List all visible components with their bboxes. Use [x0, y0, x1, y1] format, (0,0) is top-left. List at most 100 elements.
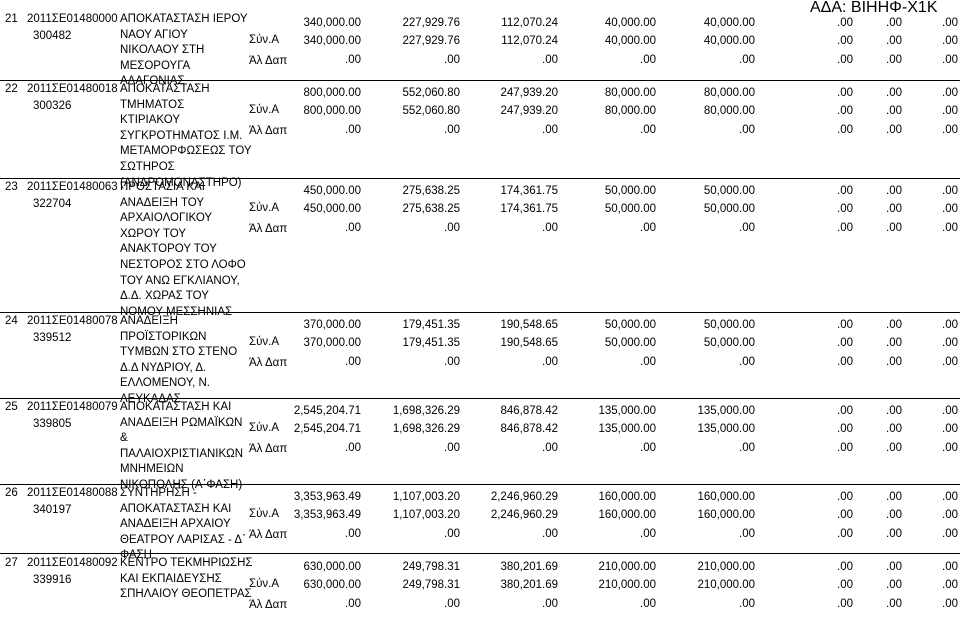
amount-cell: .00	[886, 598, 902, 610]
project-seq: 25	[5, 401, 18, 413]
project-title-line: ΚΑΙ ΕΚΠΑΙΔΕΥΣΗΣ	[120, 572, 222, 585]
amount-cell: .00	[837, 319, 853, 331]
amount-cell: .00	[886, 222, 902, 234]
sum-label: Σύν.Α	[249, 422, 280, 434]
project-title-line: ΜΕΣΟΡΟΥΓΑ	[120, 59, 191, 72]
other-expenses-label: Άλ Δαπ	[249, 599, 288, 611]
amount-cell: .00	[837, 598, 853, 610]
row-divider	[0, 178, 960, 179]
amount-cell: .00	[640, 356, 656, 368]
project-title-line: ΑΠΟΚΑΤΑΣΤΑΣΗ	[120, 83, 210, 95]
amount-cell: .00	[345, 54, 361, 66]
project-title-line: ΑΝΑΔΕΙΞΗ ΡΩΜΑΪΚΩΝ	[120, 416, 243, 429]
amount-cell: .00	[542, 356, 558, 368]
amount-cell: 50,000.00	[703, 319, 755, 331]
amount-cell: .00	[444, 222, 460, 234]
project-code: 2011ΣΕ01480088	[27, 487, 118, 499]
amount-cell: 2,545,204.71	[293, 405, 361, 417]
amount-cell: 179,451.35	[402, 319, 460, 331]
project-title-line: ΣΥΝΤΗΡΗΣΗ -	[120, 487, 197, 499]
amount-cell: .00	[886, 203, 902, 215]
amount-cell: .00	[640, 54, 656, 66]
amount-cell: .00	[345, 442, 361, 454]
project-mis: 339512	[33, 332, 72, 344]
project-title-line: ΝΟΜΟΥ ΜΕΣΣΗΝΙΑΣ	[120, 305, 233, 318]
row-divider	[0, 553, 960, 554]
amount-cell: 275,638.25	[402, 185, 460, 197]
amount-cell: .00	[942, 54, 958, 66]
project-seq: 26	[5, 487, 18, 499]
amount-cell: 846,878.42	[500, 423, 558, 435]
project-title-line: ΠΡΟΪΣΤΟΡΙΚΩΝ	[120, 330, 207, 343]
amount-cell: 210,000.00	[598, 579, 656, 591]
row-divider	[0, 80, 960, 81]
amount-cell: .00	[739, 54, 755, 66]
amount-cell: 80,000.00	[703, 105, 755, 117]
amount-cell: .00	[886, 405, 902, 417]
amount-cell: 630,000.00	[303, 579, 361, 591]
amount-cell: 247,939.20	[500, 87, 558, 99]
amount-cell: .00	[640, 598, 656, 610]
project-code: 2011ΣΕ01480079	[27, 401, 118, 413]
amount-cell: .00	[640, 528, 656, 540]
amount-cell: .00	[837, 561, 853, 573]
amount-cell: .00	[542, 598, 558, 610]
project-code: 2011ΣΕ01480000	[27, 13, 118, 25]
amount-cell: 2,246,960.29	[490, 509, 558, 521]
other-expenses-label: Άλ Δαπ	[249, 125, 288, 137]
project-title-line: ΣΠΗΛΑΙΟΥ ΘΕΟΠΕΤΡΑΣ	[120, 588, 252, 601]
amount-cell: .00	[942, 491, 958, 503]
amount-cell: 340,000.00	[303, 35, 361, 47]
project-title-line: ΤΜΗΜΑΤΟΣ	[120, 98, 185, 111]
project-code: 2011ΣΕ01480092	[27, 557, 118, 569]
row-divider	[0, 484, 960, 485]
amount-cell: 552,060.80	[402, 87, 460, 99]
amount-cell: .00	[837, 17, 853, 29]
amount-cell: 370,000.00	[303, 337, 361, 349]
project-mis: 300482	[33, 30, 72, 42]
amount-cell: .00	[886, 17, 902, 29]
amount-cell: .00	[542, 222, 558, 234]
project-title-line: ΑΝΑΔΕΙΞΗ ΑΡΧΑΙΟΥ	[120, 518, 231, 531]
amount-cell: .00	[837, 222, 853, 234]
amount-cell: 50,000.00	[703, 203, 755, 215]
project-mis: 300326	[33, 100, 72, 112]
amount-cell: 340,000.00	[303, 17, 361, 29]
amount-cell: .00	[739, 222, 755, 234]
project-title-line: Δ.Δ. ΧΩΡΑΣ ΤΟΥ	[120, 290, 209, 303]
other-expenses-label: Άλ Δαπ	[249, 529, 288, 541]
project-mis: 340197	[33, 504, 72, 516]
project-title-line: ΜΕΤΑΜΟΡΦΩΣΕΩΣ ΤΟΥ	[120, 145, 252, 158]
amount-cell: .00	[886, 356, 902, 368]
sum-label: Σύν.Α	[249, 508, 280, 520]
amount-cell: .00	[886, 509, 902, 521]
project-code: 2011ΣΕ01480078	[27, 315, 118, 327]
amount-cell: 50,000.00	[604, 337, 656, 349]
ada-code: ΑΔΑ: ΒΙΗΗΦ-Χ1Κ	[810, 0, 938, 16]
project-title-line: Δ.Δ ΝΥΔΡΙΟΥ, Δ.	[120, 361, 207, 374]
amount-cell: .00	[837, 405, 853, 417]
amount-cell: .00	[837, 105, 853, 117]
project-title-line: ΑΠΟΚΑΤΑΣΤΑΣΗ ΚΑΙ	[120, 401, 232, 413]
amount-cell: 80,000.00	[703, 87, 755, 99]
amount-cell: .00	[942, 509, 958, 521]
amount-cell: .00	[886, 105, 902, 117]
amount-cell: .00	[942, 598, 958, 610]
amount-cell: .00	[444, 124, 460, 136]
project-title-line: ΑΠΟΚΑΤΑΣΤΑΣΗ ΙΕΡΟΥ	[120, 13, 248, 25]
amount-cell: .00	[886, 491, 902, 503]
amount-cell: .00	[739, 124, 755, 136]
project-title-line: ΤΟΥ ΑΝΩ ΕΓΚΛΙΑΝΟΥ,	[120, 274, 240, 287]
amount-cell: 846,878.42	[500, 405, 558, 417]
amount-cell: .00	[886, 124, 902, 136]
amount-cell: .00	[942, 528, 958, 540]
amount-cell: .00	[942, 319, 958, 331]
amount-cell: .00	[886, 528, 902, 540]
amount-cell: .00	[345, 124, 361, 136]
project-title-line: (ΑΝΔΡΟΜΟΝΑΣΤΗΡΟ)	[120, 176, 242, 189]
amount-cell: 50,000.00	[703, 337, 755, 349]
amount-cell: .00	[345, 222, 361, 234]
amount-cell: .00	[886, 87, 902, 99]
amount-cell: .00	[942, 356, 958, 368]
amount-cell: 50,000.00	[604, 185, 656, 197]
